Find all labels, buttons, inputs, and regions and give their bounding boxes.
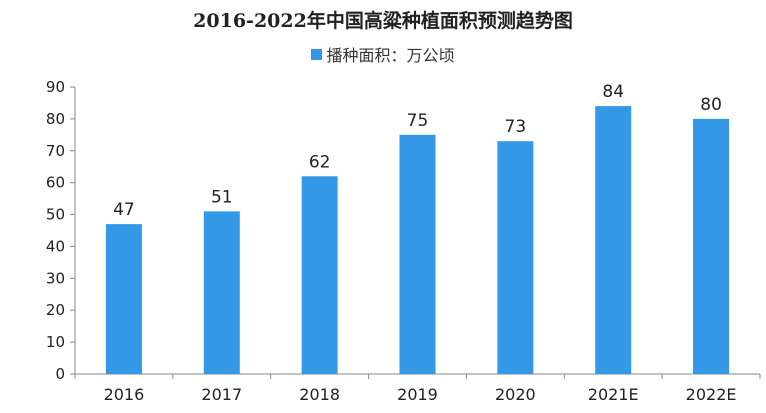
bar (203, 211, 240, 374)
y-tick-label: 80 (46, 110, 65, 128)
x-tick-label: 2022E (686, 385, 737, 404)
bar (693, 118, 730, 374)
bar (301, 176, 338, 374)
y-tick-label: 20 (46, 301, 65, 319)
data-label: 51 (211, 187, 233, 207)
x-tick-label: 2018 (299, 385, 340, 404)
y-tick-label: 70 (46, 142, 65, 160)
x-tick-label: 2021E (588, 385, 639, 404)
legend-label: 播种面积：万公顷 (326, 46, 455, 65)
data-label: 84 (602, 82, 624, 102)
x-tick-label: 2017 (201, 385, 242, 404)
bar (399, 134, 436, 374)
data-label: 80 (700, 95, 722, 115)
bar (595, 106, 632, 374)
data-label: 75 (407, 111, 429, 131)
chart-title: 2016-2022年中国高粱种植面积预测趋势图 (193, 10, 573, 32)
data-label: 73 (505, 117, 527, 137)
y-tick-label: 60 (46, 174, 65, 192)
y-tick-label: 0 (55, 365, 65, 383)
x-tick-label: 2020 (495, 385, 536, 404)
x-tick-label: 2016 (104, 385, 145, 404)
bar (105, 224, 142, 374)
bar (497, 141, 534, 374)
legend-swatch (311, 48, 323, 60)
y-tick-label: 50 (46, 206, 65, 224)
y-tick-label: 40 (46, 237, 65, 255)
data-label: 47 (113, 200, 135, 220)
data-label: 62 (309, 152, 331, 172)
y-tick-label: 90 (46, 78, 65, 96)
y-tick-label: 30 (46, 269, 65, 287)
y-tick-label: 10 (46, 333, 65, 351)
x-tick-label: 2019 (397, 385, 438, 404)
legend: 播种面积：万公顷 (0, 42, 766, 66)
